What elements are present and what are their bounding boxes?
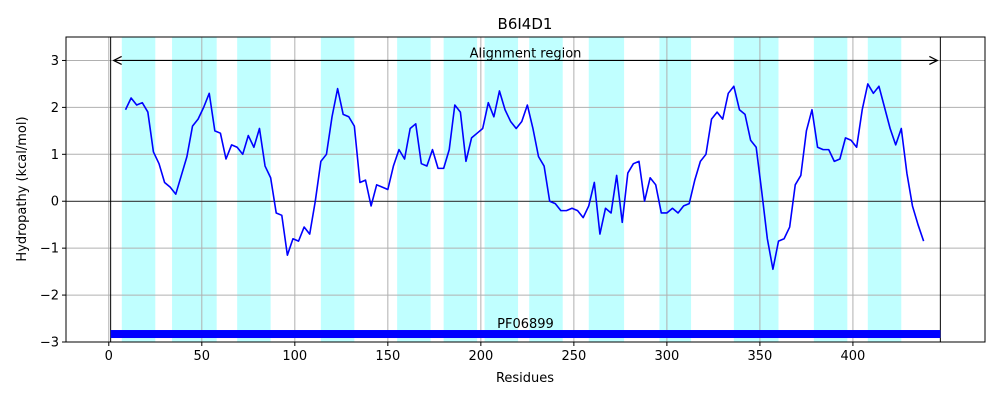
hydrophobic-band [659,37,692,342]
x-tick-label: 300 [654,349,679,364]
hydrophobic-band [813,37,848,342]
x-tick-label: 400 [841,349,866,364]
chart-title: B6I4D1 [498,15,553,33]
x-tick-label: 250 [561,349,586,364]
hydropathy-line [124,83,925,271]
x-tick-label: 350 [747,349,772,364]
hydrophobic-band [172,37,217,342]
hydrophobic-band [237,37,271,342]
x-tick-label: 0 [105,349,113,364]
hydrophobic-band [443,37,478,342]
y-tick-label: 0 [51,195,59,210]
y-tick-label: −2 [40,289,59,304]
domain-bar [110,330,941,339]
y-axis-label: Hydropathy (kcal/mol) [15,116,30,261]
plot-frame [65,36,986,343]
x-tick-label: 50 [194,349,211,364]
y-tick-label: 3 [51,54,59,69]
hydrophobic-band [529,37,563,342]
hydrophobic-band [121,37,156,342]
x-axis-label: Residues [496,371,554,386]
y-tick-label: 2 [51,101,59,116]
alignment-arrowhead-right [929,55,939,65]
x-tick-label: 100 [282,349,307,364]
alignment-arrowhead-left [112,55,122,65]
y-tick-label: −1 [40,242,59,257]
hydrophobic-band [397,37,431,342]
hydrophobic-band [867,37,902,342]
hydrophobic-band [733,37,779,342]
x-tick-label: 200 [468,349,493,364]
hydrophobic-band [320,37,355,342]
hydrophobic-band [484,37,519,342]
x-tick-label: 150 [375,349,400,364]
y-tick-label: 1 [51,148,59,163]
alignment-region-label: Alignment region [470,46,582,61]
y-tick-label: −3 [40,336,59,351]
domain-label: PF06899 [497,317,554,332]
